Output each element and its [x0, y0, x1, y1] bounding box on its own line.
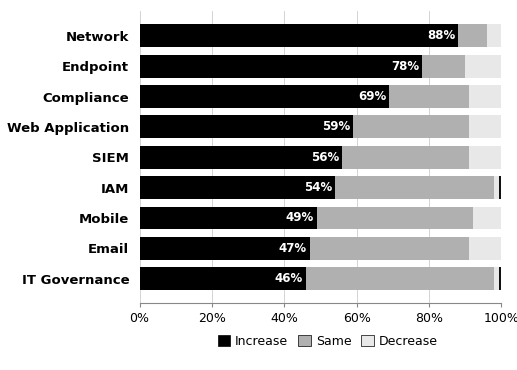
Text: 78%: 78% [391, 60, 419, 73]
Bar [422, 55, 465, 78]
Bar [140, 206, 317, 229]
Bar [140, 24, 458, 47]
Bar [494, 268, 501, 290]
Text: 56%: 56% [311, 151, 339, 164]
Text: 46%: 46% [275, 272, 303, 285]
Bar [140, 237, 310, 260]
Text: 49%: 49% [286, 212, 314, 225]
Bar [469, 85, 501, 108]
Bar [140, 268, 306, 290]
Bar [487, 24, 501, 47]
Text: 88%: 88% [427, 29, 455, 42]
Bar [353, 115, 469, 138]
Bar [473, 206, 501, 229]
Bar [498, 268, 501, 290]
Legend: Increase, Same, Decrease: Increase, Same, Decrease [212, 330, 443, 353]
Bar [140, 85, 389, 108]
Bar [140, 176, 335, 199]
Text: 54%: 54% [304, 181, 332, 194]
Bar [140, 55, 422, 78]
Bar [498, 176, 501, 199]
Bar [469, 146, 501, 169]
Bar [310, 237, 469, 260]
Bar [306, 268, 494, 290]
Bar [458, 24, 487, 47]
Bar [469, 115, 501, 138]
Bar [389, 85, 469, 108]
Bar [335, 176, 494, 199]
Bar [140, 146, 342, 169]
Text: 47%: 47% [279, 242, 307, 255]
Bar [465, 55, 501, 78]
Bar [469, 237, 501, 260]
Bar [140, 115, 353, 138]
Bar [317, 206, 473, 229]
Text: 69%: 69% [358, 90, 386, 103]
Bar [494, 176, 501, 199]
Text: 59%: 59% [322, 120, 350, 133]
Bar [342, 146, 469, 169]
